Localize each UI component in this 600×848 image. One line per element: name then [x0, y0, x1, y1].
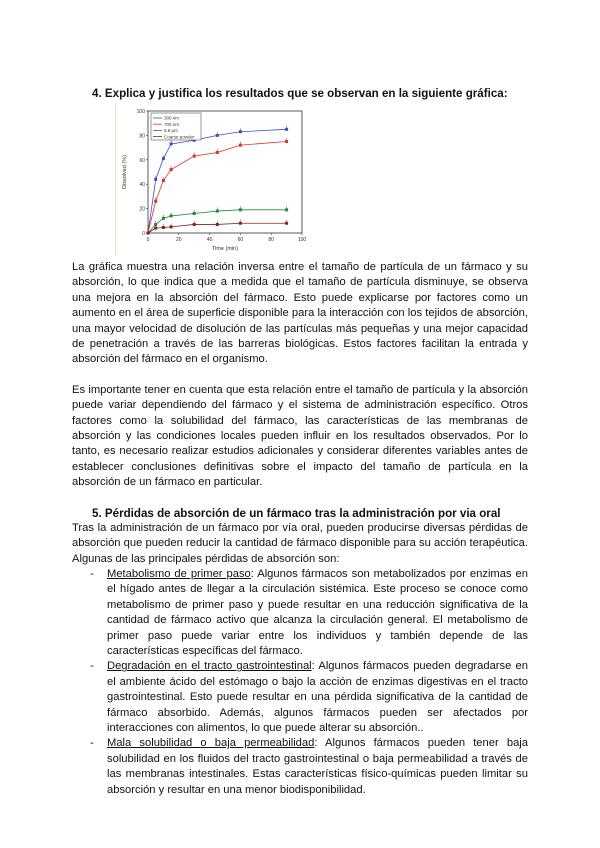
list-term: Mala solubilidad o baja permeabilidad [107, 737, 315, 750]
data-point [154, 199, 158, 203]
bullet-dash: - [90, 737, 94, 750]
q4-paragraph-1: La gráfica muestra una relación inversa … [72, 261, 528, 366]
data-point [215, 209, 219, 213]
q5-intro: Tras la administración de un fármaco por… [72, 521, 528, 565]
data-point [238, 130, 242, 134]
x-tick-label: 100 [298, 237, 307, 243]
x-tick-label: 0 [147, 237, 150, 243]
y-axis-label: Dissolved (%) [122, 155, 128, 189]
data-point [161, 216, 165, 220]
data-point [192, 222, 196, 226]
legend-box [150, 112, 202, 141]
data-point [169, 142, 173, 146]
data-point [215, 150, 219, 154]
y-tick-label: 80 [139, 133, 145, 139]
data-point [161, 226, 165, 230]
plot-frame [147, 110, 303, 234]
data-point [215, 133, 219, 137]
bullet-dash: - [90, 567, 94, 580]
data-point [285, 208, 289, 212]
x-tick-label: 40 [207, 237, 213, 243]
data-point [285, 127, 289, 131]
x-tick-label: 20 [176, 237, 182, 243]
data-point [169, 214, 173, 218]
legend-label: 5.6 µm [164, 128, 178, 133]
list-item: - Metabolismo de primer paso: Algunos fár… [72, 567, 528, 659]
data-point [146, 231, 150, 235]
question-4-heading: 4. Explica y justifica los resultados qu… [92, 87, 508, 100]
y-tick-label: 60 [139, 158, 145, 164]
x-tick-label: 60 [238, 237, 244, 243]
data-point [192, 211, 196, 215]
data-point [238, 143, 242, 147]
data-point [169, 168, 173, 172]
list-text: : Algunos fármacos pueden tener baja sol… [107, 737, 529, 796]
legend-label: 300 nm [164, 116, 179, 121]
data-point [238, 208, 242, 212]
list-text: : Algunos fármacos pueden degradarse en … [107, 660, 529, 734]
legend-label: 700 nm [164, 122, 179, 127]
y-tick-label: 40 [139, 182, 145, 188]
series-line [147, 141, 287, 234]
list-item: - Degradación en el tracto gastrointestin… [72, 659, 528, 736]
data-point [154, 222, 158, 226]
x-axis-label: Time (min) [212, 246, 238, 252]
data-point [154, 226, 158, 230]
q4-paragraph-2: Es importante tener en cuenta que esta r… [72, 383, 528, 489]
data-point [192, 138, 196, 142]
data-point [169, 225, 173, 229]
y-tick-label: 100 [137, 109, 146, 115]
bullet-dash: - [90, 660, 94, 673]
question-5-heading: 5. Pérdidas de absorción de un fármaco t… [92, 506, 501, 520]
data-point [161, 157, 165, 161]
data-point [285, 140, 289, 143]
list-term: Metabolismo de primer paso [107, 567, 251, 580]
y-tick-label: 20 [139, 207, 145, 213]
data-point [192, 154, 196, 158]
data-point [215, 222, 219, 226]
data-point [238, 221, 242, 225]
data-point [154, 177, 158, 181]
data-point [161, 179, 165, 183]
series-line [147, 128, 287, 234]
list-text: : Algunos fármacos son metabolizados por… [107, 567, 528, 657]
chart-svg: 0 20 40 60 80 100 0 20 40 60 80 100 Time (min) Dissol… [122, 109, 307, 252]
dissolution-chart: 0 20 40 60 80 100 0 20 40 60 80 100 Time (min) Dissol… [115, 103, 308, 255]
y-tick-label: 0 [142, 231, 145, 237]
list-term: Degradación en el tracto gastrointestina… [107, 660, 312, 673]
data-point [285, 221, 289, 225]
legend-label: Coarse powder [164, 134, 195, 139]
x-tick-label: 80 [268, 237, 274, 243]
list-item: - Mala solubilidad o baja permeabilidad: … [72, 736, 528, 798]
